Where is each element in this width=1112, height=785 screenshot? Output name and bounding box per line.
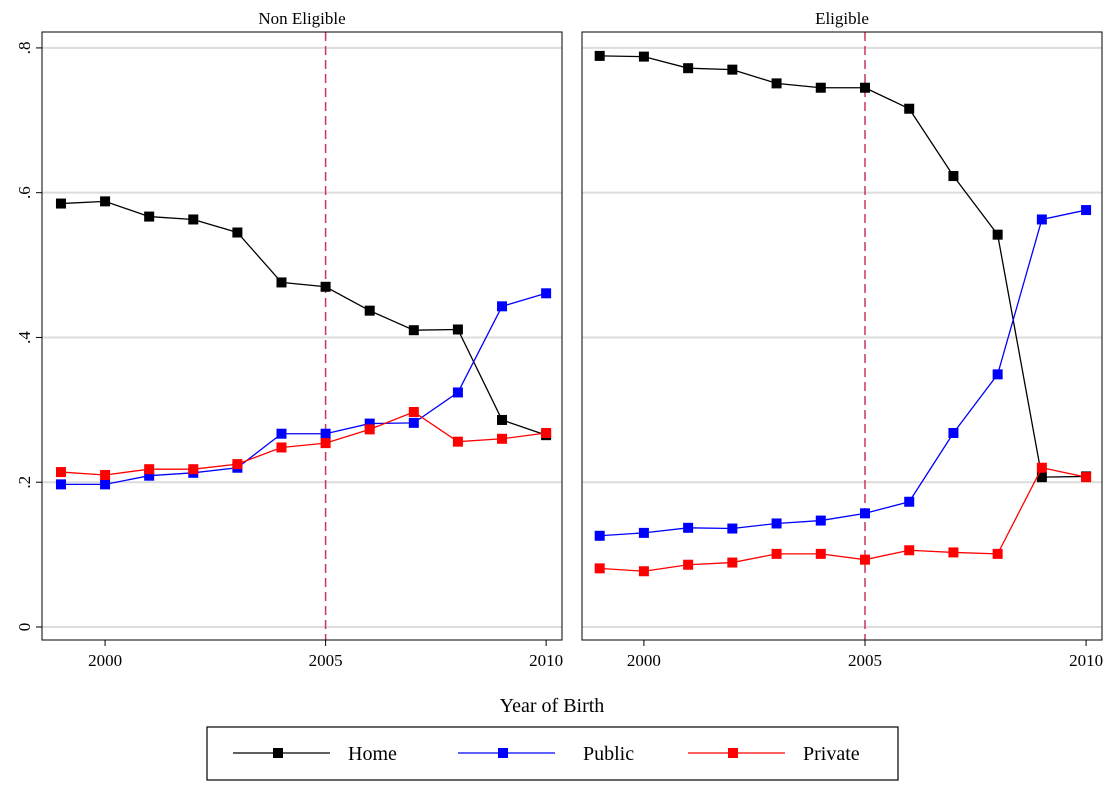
y-tick-label: .4 (15, 331, 34, 344)
point-marker (364, 424, 375, 435)
series-line (60, 292, 547, 486)
panel-title: Eligible (815, 9, 869, 28)
y-tick-label: .8 (15, 42, 34, 55)
point-marker (948, 427, 959, 438)
point-marker (188, 464, 199, 475)
point-marker (948, 171, 959, 182)
point-marker (320, 281, 331, 292)
point-marker (1081, 205, 1092, 216)
point-marker (771, 548, 782, 559)
point-marker (638, 566, 649, 577)
point-marker (144, 470, 155, 481)
x-tick-label: 2010 (1069, 651, 1103, 670)
x-tick-label: 2000 (88, 651, 122, 670)
point-marker (815, 82, 826, 93)
point-marker (1036, 472, 1047, 483)
point-marker (594, 530, 605, 541)
x-tick-label: 2005 (848, 651, 882, 670)
point-marker (320, 428, 331, 439)
point-marker (948, 547, 959, 558)
point-marker (497, 301, 508, 312)
x-tick-label: 2010 (529, 651, 563, 670)
point-marker (232, 459, 243, 470)
point-marker (727, 64, 738, 75)
point-marker (364, 418, 375, 429)
point-marker (408, 417, 419, 428)
point-marker (904, 545, 915, 556)
point-marker (992, 548, 1003, 559)
point-marker (859, 82, 870, 93)
point-marker (992, 369, 1003, 380)
point-marker (452, 387, 463, 398)
y-tick-label: 0 (15, 623, 34, 632)
point-marker (541, 427, 552, 438)
point-marker (815, 548, 826, 559)
legend-marker (498, 748, 508, 758)
point-marker (320, 438, 331, 449)
point-marker (452, 324, 463, 335)
point-marker (541, 288, 552, 299)
y-tick-label: .6 (15, 186, 34, 199)
point-marker (100, 479, 111, 490)
point-marker (55, 467, 66, 478)
point-marker (232, 227, 243, 238)
point-marker (859, 508, 870, 519)
point-marker (100, 469, 111, 480)
legend-label: Private (803, 743, 860, 765)
series-line (599, 55, 1087, 478)
series-line (599, 209, 1087, 537)
point-marker (276, 442, 287, 453)
point-marker (144, 464, 155, 475)
point-marker (727, 523, 738, 534)
legend-marker (273, 748, 283, 758)
point-marker (100, 196, 111, 207)
point-marker (55, 479, 66, 490)
legend-label: Public (583, 743, 634, 765)
series-line (60, 411, 547, 476)
point-marker (188, 214, 199, 225)
legend-marker (728, 748, 738, 758)
point-marker (904, 103, 915, 114)
series-line (599, 466, 1087, 572)
point-marker (594, 50, 605, 61)
point-marker (771, 78, 782, 89)
y-tick-label: .2 (15, 476, 34, 489)
x-axis-label: Year of Birth (500, 695, 605, 717)
point-marker (276, 277, 287, 288)
point-marker (408, 325, 419, 336)
point-marker (1036, 462, 1047, 473)
point-marker (276, 428, 287, 439)
point-marker (859, 554, 870, 565)
point-marker (992, 229, 1003, 240)
plot-frame (581, 31, 1103, 641)
point-marker (727, 557, 738, 568)
point-marker (815, 515, 826, 526)
point-marker (144, 211, 155, 222)
panel-title: Non Eligible (258, 9, 345, 28)
point-marker (683, 559, 694, 570)
point-marker (594, 563, 605, 574)
point-marker (683, 63, 694, 74)
legend-label: Home (348, 743, 397, 765)
point-marker (55, 198, 66, 209)
point-marker (683, 522, 694, 533)
point-marker (497, 414, 508, 425)
point-marker (771, 518, 782, 529)
x-tick-label: 2000 (627, 651, 661, 670)
point-marker (364, 305, 375, 316)
point-marker (638, 51, 649, 62)
legend-box (206, 726, 899, 781)
point-marker (1036, 214, 1047, 225)
x-tick-label: 2005 (309, 651, 343, 670)
series-line (60, 200, 547, 436)
point-marker (1081, 472, 1092, 483)
point-marker (904, 496, 915, 507)
point-marker (408, 407, 419, 417)
point-marker (638, 527, 649, 538)
plot-frame (41, 31, 563, 641)
point-marker (452, 436, 463, 447)
point-marker (497, 433, 508, 444)
